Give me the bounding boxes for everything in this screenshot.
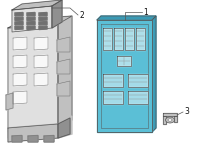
- Polygon shape: [52, 0, 62, 28]
- Polygon shape: [117, 56, 131, 66]
- Polygon shape: [44, 136, 54, 142]
- Polygon shape: [12, 0, 62, 10]
- Polygon shape: [13, 91, 27, 104]
- Polygon shape: [12, 6, 52, 32]
- Polygon shape: [114, 28, 123, 50]
- Polygon shape: [13, 55, 27, 68]
- Polygon shape: [163, 113, 177, 116]
- Text: 3: 3: [184, 106, 189, 116]
- Polygon shape: [34, 73, 48, 86]
- Text: 1: 1: [143, 7, 148, 16]
- Polygon shape: [8, 116, 72, 138]
- Polygon shape: [97, 16, 156, 20]
- Polygon shape: [57, 81, 70, 96]
- Polygon shape: [152, 16, 156, 132]
- Polygon shape: [27, 21, 35, 25]
- Polygon shape: [39, 26, 47, 30]
- Polygon shape: [15, 12, 23, 16]
- Polygon shape: [97, 20, 152, 132]
- Polygon shape: [13, 37, 27, 50]
- Polygon shape: [34, 37, 48, 50]
- Polygon shape: [15, 17, 23, 20]
- Polygon shape: [39, 21, 47, 25]
- Polygon shape: [103, 91, 123, 104]
- Ellipse shape: [166, 117, 174, 123]
- Polygon shape: [15, 21, 23, 25]
- Polygon shape: [8, 16, 72, 28]
- Polygon shape: [15, 26, 23, 30]
- Polygon shape: [128, 74, 148, 87]
- Polygon shape: [58, 118, 70, 138]
- Polygon shape: [28, 136, 38, 142]
- Polygon shape: [103, 28, 112, 50]
- Polygon shape: [27, 17, 35, 20]
- Polygon shape: [27, 12, 35, 16]
- Polygon shape: [8, 24, 58, 132]
- Polygon shape: [125, 28, 134, 50]
- Polygon shape: [163, 116, 166, 124]
- Polygon shape: [128, 91, 148, 104]
- Text: 2: 2: [79, 10, 84, 20]
- Polygon shape: [13, 73, 27, 86]
- Polygon shape: [103, 74, 123, 87]
- Polygon shape: [39, 12, 47, 16]
- Polygon shape: [58, 16, 72, 128]
- Polygon shape: [12, 136, 22, 142]
- Polygon shape: [34, 55, 48, 68]
- Polygon shape: [57, 59, 70, 74]
- Polygon shape: [6, 93, 13, 110]
- Polygon shape: [39, 17, 47, 20]
- Ellipse shape: [168, 119, 172, 121]
- Polygon shape: [27, 26, 35, 30]
- Polygon shape: [8, 124, 58, 142]
- Polygon shape: [57, 37, 70, 52]
- Polygon shape: [136, 28, 145, 50]
- Polygon shape: [174, 116, 177, 122]
